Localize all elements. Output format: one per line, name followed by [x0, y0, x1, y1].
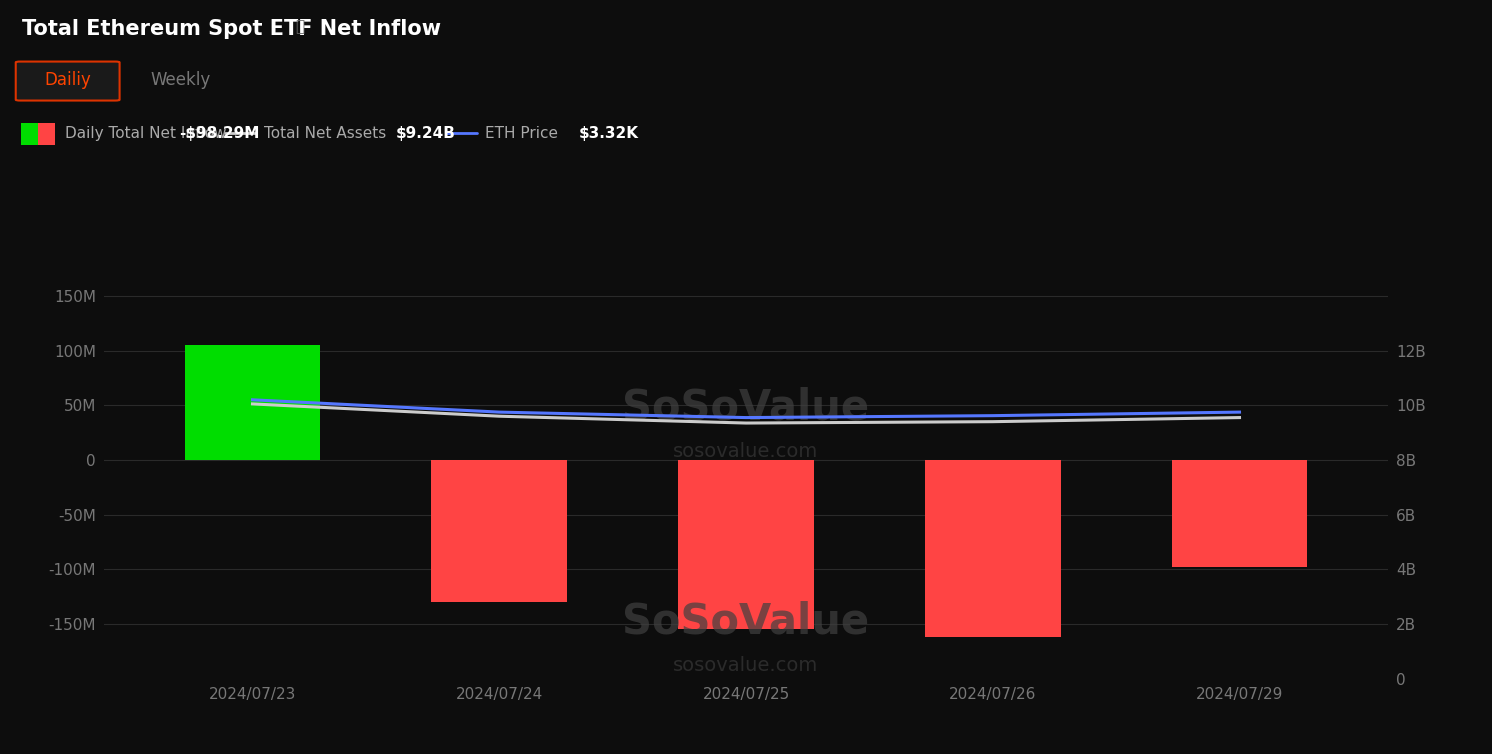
Bar [39, 124, 55, 146]
Text: Total Ethereum Spot ETF Net Inflow: Total Ethereum Spot ETF Net Inflow [22, 19, 442, 39]
Bar [185, 345, 321, 460]
Bar [925, 460, 1061, 637]
Text: Total Net Assets: Total Net Assets [264, 126, 386, 141]
Text: Daily Total Net Inflow: Daily Total Net Inflow [64, 126, 227, 141]
Text: sosovalue.com: sosovalue.com [673, 442, 819, 461]
Bar [21, 124, 39, 146]
Text: SoSoValue: SoSoValue [622, 601, 870, 642]
Text: Dailiy: Dailiy [45, 71, 91, 89]
Bar [1171, 460, 1307, 568]
Text: SoSoValue: SoSoValue [622, 387, 870, 428]
Bar [679, 460, 813, 630]
Text: -$98.29M: -$98.29M [179, 126, 260, 141]
Text: $3.32K: $3.32K [579, 126, 639, 141]
Bar [431, 460, 567, 602]
Text: ⓘ: ⓘ [295, 19, 304, 34]
Text: sosovalue.com: sosovalue.com [673, 656, 819, 675]
Text: ETH Price: ETH Price [485, 126, 558, 141]
Text: Weekly: Weekly [151, 71, 210, 89]
Text: $9.24B: $9.24B [395, 126, 457, 141]
FancyBboxPatch shape [16, 62, 119, 100]
